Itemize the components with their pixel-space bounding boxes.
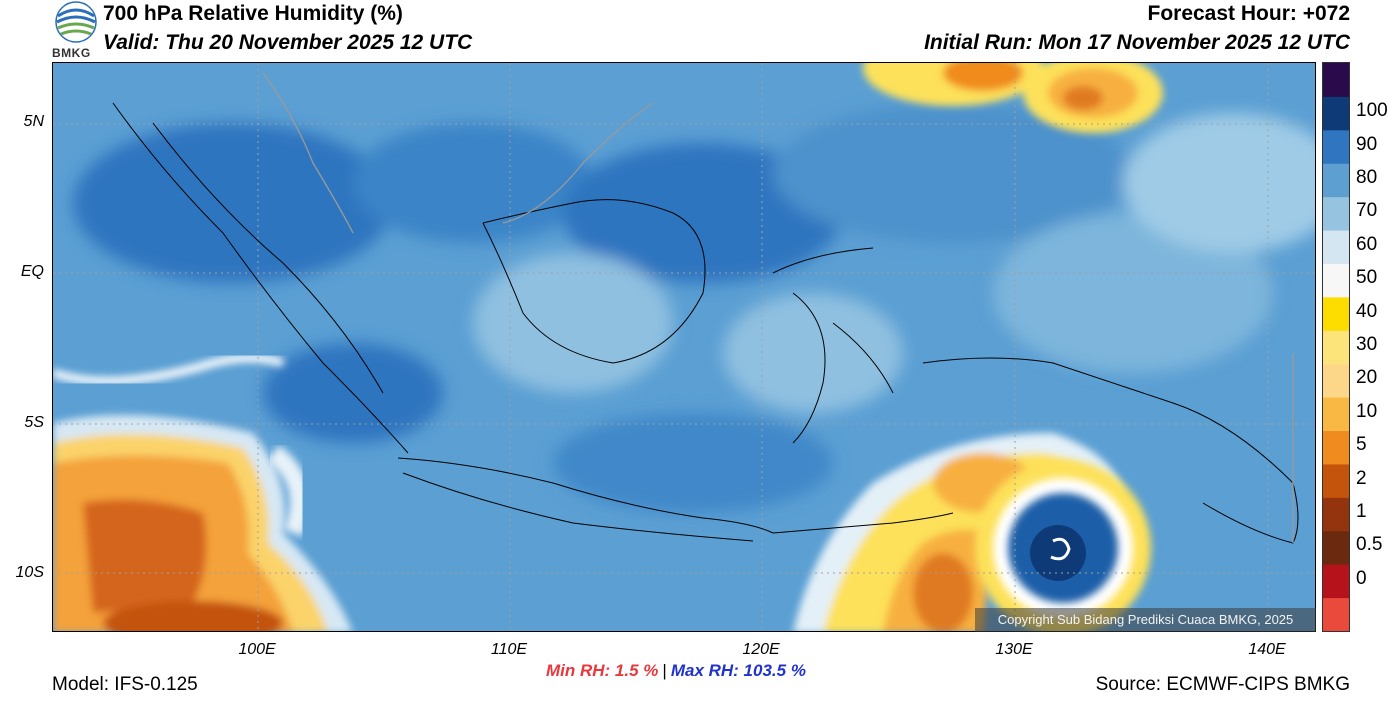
colorbar-swatch	[1323, 463, 1349, 498]
colorbar-swatch	[1323, 397, 1349, 432]
colorbar-swatch	[1323, 96, 1349, 131]
cyclone-swirl	[975, 460, 1151, 631]
sumatra-coast	[112, 102, 409, 454]
colorbar	[1322, 62, 1350, 632]
colorbar-tick-label: 0.5	[1356, 534, 1383, 556]
humidity-patches	[73, 103, 1315, 513]
colorbar-tick-label: 0	[1356, 567, 1367, 589]
colorbar-tick-label: 2	[1356, 467, 1367, 489]
colorbar-tick-label: 30	[1356, 334, 1378, 355]
logo-text: BMKG	[52, 46, 91, 60]
java-coast	[397, 457, 774, 534]
colorbar-tick-label: 60	[1356, 233, 1378, 255]
humidity-map	[52, 62, 1316, 632]
colorbar-swatch	[1323, 330, 1349, 365]
copyright-notice: Copyright Sub Bidang Prediksi Cuaca BMKG…	[975, 608, 1316, 632]
colorbar-swatch	[1323, 63, 1349, 97]
stats-separator: |	[662, 661, 667, 680]
dry-region-northeast	[863, 63, 1163, 133]
forecast-hour: Forecast Hour: +072	[1147, 2, 1351, 25]
lat-tick-5n: 5N	[23, 113, 44, 130]
coastlines	[112, 102, 1299, 544]
lon-tick-110e: 110E	[490, 641, 528, 658]
lon-tick-130e: 130E	[995, 641, 1033, 658]
dry-region-southwest	[53, 415, 353, 631]
papua-coast	[922, 357, 1299, 544]
colorbar-swatch	[1323, 530, 1349, 565]
colorbar-tick-label: 10	[1356, 400, 1378, 422]
colorbar-swatch	[1323, 230, 1349, 264]
lat-tick-eq: EQ	[20, 263, 44, 280]
colorbar-swatch	[1323, 564, 1349, 599]
colorbar-tick-label: 1	[1356, 501, 1367, 523]
country-borders	[262, 72, 1294, 543]
borneo-coast	[482, 199, 706, 364]
valid-time: Valid: Thu 20 November 2025 12 UTC	[103, 31, 473, 54]
bmkg-logo	[52, 0, 100, 60]
colorbar-swatch	[1323, 296, 1349, 331]
colorbar-tick-label: 70	[1356, 200, 1378, 222]
rh-stats: Min RH: 1.5 % | Max RH: 103.5 %	[546, 661, 806, 681]
lon-tick-140e: 140E	[1248, 641, 1286, 658]
colorbar-tick-label: 100	[1356, 100, 1388, 122]
source-label: Source: ECMWF-CIPS BMKG	[1095, 674, 1350, 695]
lat-tick-5s: 5S	[24, 414, 44, 431]
colorbar-tick-label: 90	[1356, 133, 1378, 155]
colorbar-swatch	[1323, 263, 1349, 298]
colorbar-swatch	[1323, 363, 1349, 398]
model-label: Model: IFS-0.125	[52, 674, 198, 695]
colorbar-swatch	[1323, 196, 1349, 231]
min-rh: Min RH: 1.5 %	[546, 661, 659, 680]
colorbar-swatch	[1323, 129, 1349, 164]
lon-tick-120e: 120E	[742, 641, 780, 658]
lon-tick-100e: 100E	[238, 641, 276, 658]
colorbar-tick-label: 5	[1356, 434, 1367, 456]
map-title: 700 hPa Relative Humidity (%)	[103, 2, 403, 25]
max-rh: Max RH: 103.5 %	[670, 661, 806, 680]
colorbar-swatch	[1323, 163, 1349, 198]
colorbar-tick-label: 20	[1356, 367, 1378, 389]
colorbar-swatch	[1323, 430, 1349, 465]
initial-run: Initial Run: Mon 17 November 2025 12 UTC	[924, 31, 1350, 54]
dry-band-west	[53, 354, 285, 385]
colorbar-swatch	[1323, 497, 1349, 532]
graticule	[53, 63, 1315, 631]
lat-tick-10s: 10S	[15, 564, 44, 581]
sulawesi-coast	[772, 247, 894, 444]
colorbar-swatches	[1323, 63, 1349, 632]
colorbar-tick-label: 40	[1356, 300, 1378, 322]
colorbar-tick-label: 80	[1356, 166, 1378, 188]
colorbar-swatch	[1323, 597, 1349, 632]
colorbar-tick-label: 50	[1356, 267, 1378, 289]
